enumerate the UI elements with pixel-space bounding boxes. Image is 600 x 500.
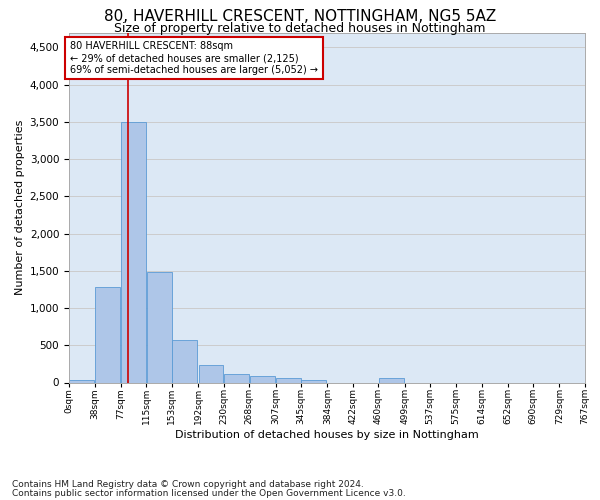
Bar: [276, 378, 301, 382]
Text: Contains HM Land Registry data © Crown copyright and database right 2024.: Contains HM Land Registry data © Crown c…: [12, 480, 364, 489]
Bar: [224, 374, 249, 382]
Bar: [379, 378, 404, 382]
Text: Size of property relative to detached houses in Nottingham: Size of property relative to detached ho…: [114, 22, 486, 35]
Bar: [172, 340, 197, 382]
Bar: [121, 122, 146, 382]
Bar: [95, 287, 120, 382]
Y-axis label: Number of detached properties: Number of detached properties: [16, 120, 25, 295]
X-axis label: Distribution of detached houses by size in Nottingham: Distribution of detached houses by size …: [175, 430, 479, 440]
Bar: [199, 364, 223, 382]
Text: 80 HAVERHILL CRESCENT: 88sqm
← 29% of detached houses are smaller (2,125)
69% of: 80 HAVERHILL CRESCENT: 88sqm ← 29% of de…: [70, 42, 319, 74]
Text: 80, HAVERHILL CRESCENT, NOTTINGHAM, NG5 5AZ: 80, HAVERHILL CRESCENT, NOTTINGHAM, NG5 …: [104, 9, 496, 24]
Bar: [301, 380, 326, 382]
Text: Contains public sector information licensed under the Open Government Licence v3: Contains public sector information licen…: [12, 489, 406, 498]
Bar: [147, 272, 172, 382]
Bar: [250, 376, 275, 382]
Bar: [70, 380, 94, 382]
